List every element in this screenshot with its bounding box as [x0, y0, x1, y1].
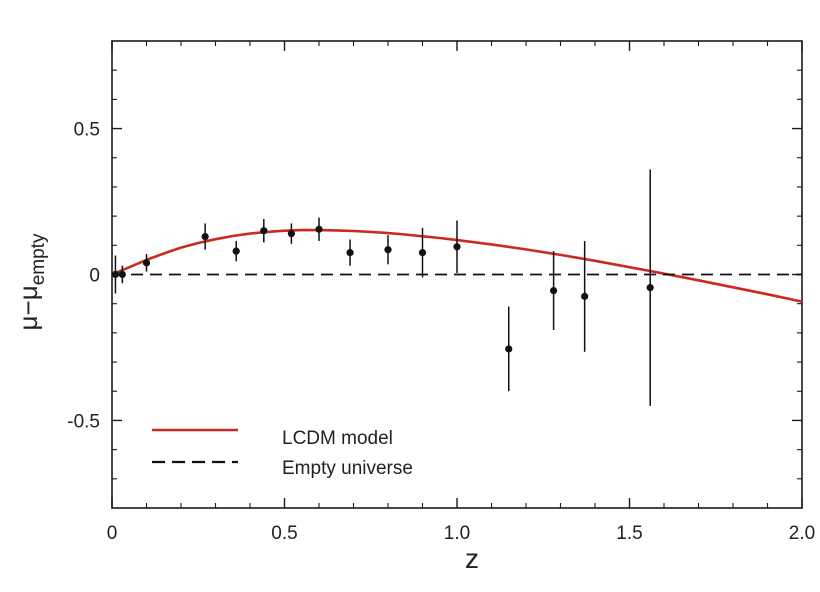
y-tick-label: 0.5 — [74, 120, 100, 141]
legend: LCDM model Empty universe — [152, 428, 413, 479]
data-point — [418, 249, 427, 257]
data-point — [260, 227, 268, 235]
y-tick-label: -0.5 — [67, 411, 100, 432]
data-point — [384, 246, 392, 254]
data-point — [287, 230, 295, 238]
lcdm-model-curve — [111, 228, 803, 303]
series-lines — [111, 228, 803, 303]
y-axis-title: μ−μempty — [13, 233, 49, 330]
data-point — [346, 249, 354, 257]
y-axis-title-main: μ−μ — [13, 285, 43, 330]
data-points — [111, 169, 654, 406]
tick-labels: 0 0.5 1.0 1.5 2.0 -0.5 0 0.5 — [67, 120, 815, 544]
x-tick-label: 1.0 — [444, 523, 470, 544]
y-axis-title-subscript: empty — [28, 233, 49, 285]
data-point — [315, 225, 323, 233]
data-point — [505, 345, 513, 353]
x-axis-title: z — [465, 543, 479, 574]
data-point — [118, 270, 126, 279]
data-point — [550, 286, 558, 295]
data-point — [111, 270, 120, 279]
x-tick-label: 2.0 — [789, 523, 815, 544]
x-tick-label: 1.5 — [616, 523, 642, 544]
x-tick-label: 0 — [107, 523, 118, 544]
data-point — [581, 292, 589, 300]
data-point — [201, 232, 209, 241]
legend-label-lcdm: LCDM model — [282, 428, 393, 449]
y-tick-label: 0 — [89, 266, 100, 287]
data-point — [232, 247, 240, 255]
data-point — [142, 259, 151, 267]
x-tick-label: 0.5 — [271, 523, 297, 544]
data-point — [453, 243, 461, 251]
data-point — [646, 284, 654, 292]
legend-label-empty: Empty universe — [282, 458, 413, 479]
